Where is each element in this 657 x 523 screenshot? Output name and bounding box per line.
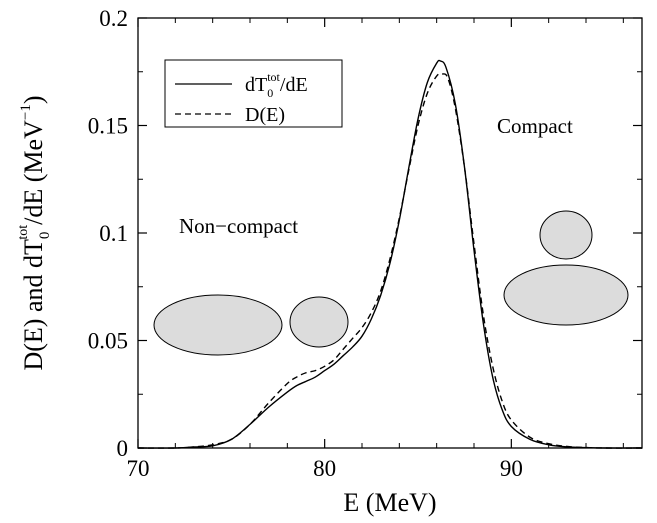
y-tick-label: 0.05 xyxy=(88,329,128,354)
x-tick-label: 70 xyxy=(127,456,150,481)
x-axis-title: E (MeV) xyxy=(343,488,436,517)
non-compact-ellipse-large xyxy=(153,294,283,356)
annotation-compact: Compact xyxy=(497,114,573,138)
compact-ellipse-bottom xyxy=(503,264,629,326)
non-compact-ellipse-small xyxy=(289,296,349,348)
legend-box xyxy=(164,59,343,128)
tick-labels: 0 0.05 0.1 0.15 0.2 70 80 90 xyxy=(88,6,523,481)
ticks xyxy=(137,17,642,449)
shape-illustrations xyxy=(153,210,629,356)
series-line-dashed xyxy=(137,72,643,449)
legend: dT0tot/dE D(E) xyxy=(164,59,343,128)
y-tick-label: 0.2 xyxy=(99,6,128,31)
y-axis-title: D(E) and dT0tot/dE (MeV−1) xyxy=(16,95,53,370)
y-tick-label: 0.1 xyxy=(99,221,128,246)
series-lines xyxy=(137,59,643,449)
x-tick-label: 90 xyxy=(500,456,523,481)
legend-label-dashed: D(E) xyxy=(245,104,285,126)
compact-ellipse-top xyxy=(539,210,593,260)
y-tick-label: 0.15 xyxy=(88,114,128,139)
x-tick-label: 80 xyxy=(313,456,336,481)
annotation-non-compact: Non−compact xyxy=(179,214,298,238)
legend-label-solid: dT0tot/dE xyxy=(245,70,308,100)
y-tick-label: 0 xyxy=(117,436,129,461)
